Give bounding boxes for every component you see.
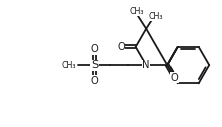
Text: O: O [171, 73, 178, 83]
Text: O: O [117, 42, 125, 52]
Text: S: S [91, 60, 98, 70]
Text: O: O [91, 76, 98, 86]
Text: O: O [91, 44, 98, 54]
Text: N: N [143, 60, 150, 70]
Text: CH₃: CH₃ [62, 61, 76, 70]
Text: CH₃: CH₃ [129, 7, 144, 16]
Text: CH₃: CH₃ [148, 12, 163, 21]
